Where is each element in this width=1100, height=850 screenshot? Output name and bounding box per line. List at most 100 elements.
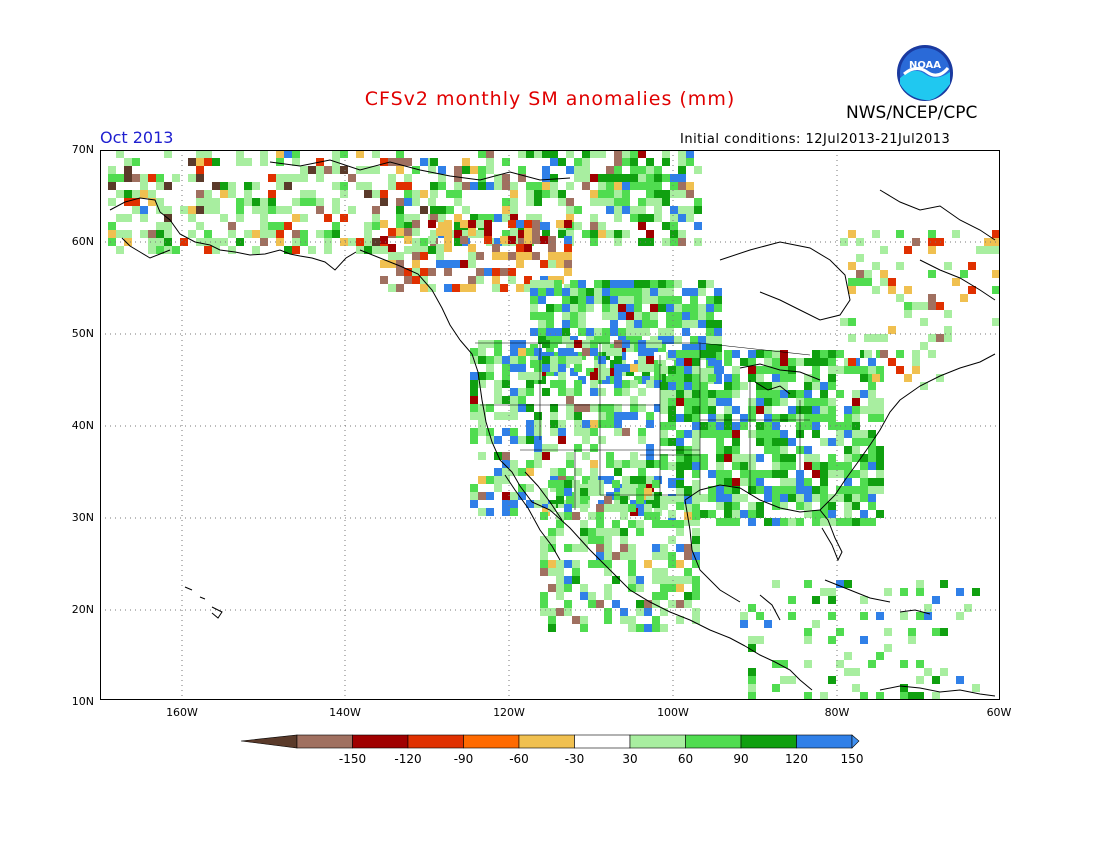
anomaly-cell <box>404 236 412 244</box>
anomaly-cell <box>454 182 462 190</box>
anomaly-cell <box>586 288 594 296</box>
anomaly-cell <box>638 174 646 182</box>
anomaly-cell <box>622 198 630 206</box>
anomaly-cell <box>836 628 844 636</box>
anomaly-cell <box>646 182 654 190</box>
anomaly-cell <box>660 406 668 414</box>
anomaly-cell <box>542 222 550 230</box>
anomaly-cell <box>936 374 944 382</box>
anomaly-cell <box>612 520 620 528</box>
anomaly-cell <box>658 304 666 312</box>
anomaly-cell <box>420 206 428 214</box>
anomaly-cell <box>602 328 610 336</box>
anomaly-cell <box>920 318 928 326</box>
anomaly-cell <box>844 494 852 502</box>
anomaly-cell <box>606 452 614 460</box>
anomaly-cell <box>476 252 484 260</box>
anomaly-cell <box>540 488 548 496</box>
anomaly-cell <box>844 446 852 454</box>
anomaly-cell <box>582 166 590 174</box>
anomaly-cell <box>300 166 308 174</box>
anomaly-cell <box>188 206 196 214</box>
anomaly-cell <box>148 198 156 206</box>
anomaly-cell <box>510 190 518 198</box>
anomaly-cell <box>904 286 912 294</box>
anomaly-cell <box>590 420 598 428</box>
anomaly-cell <box>692 528 700 536</box>
anomaly-cell <box>684 350 692 358</box>
anomaly-cell <box>484 220 492 228</box>
anomaly-cell <box>478 230 486 238</box>
colorbar-tick-label: 150 <box>840 752 864 766</box>
anomaly-cell <box>984 246 992 254</box>
anomaly-cell <box>502 468 510 476</box>
anomaly-cell <box>764 358 772 366</box>
anomaly-cell <box>724 414 732 422</box>
anomaly-cell <box>668 600 676 608</box>
anomaly-cell <box>420 284 428 292</box>
anomaly-cell <box>502 508 510 516</box>
anomaly-cell <box>438 222 446 230</box>
anomaly-cell <box>180 238 188 246</box>
anomaly-cell <box>454 230 462 238</box>
anomaly-cell <box>836 366 844 374</box>
anomaly-cell <box>748 510 756 518</box>
anomaly-cell <box>478 492 486 500</box>
anomaly-cell <box>864 278 872 286</box>
anomaly-cell <box>396 228 404 236</box>
anomaly-cell <box>502 206 510 214</box>
anomaly-cell <box>676 350 684 358</box>
anomaly-cell <box>554 280 562 288</box>
anomaly-cell <box>566 206 574 214</box>
anomaly-cell <box>872 286 880 294</box>
anomaly-cell <box>748 366 756 374</box>
anomaly-cell <box>492 252 500 260</box>
anomaly-cell <box>540 260 548 268</box>
anomaly-cell <box>428 166 436 174</box>
anomaly-cell <box>684 568 692 576</box>
anomaly-cell <box>526 388 534 396</box>
anomaly-cell <box>652 616 660 624</box>
anomaly-cell <box>804 494 812 502</box>
anomaly-cell <box>556 568 564 576</box>
anomaly-cell <box>140 214 148 222</box>
anomaly-cell <box>172 174 180 182</box>
anomaly-cell <box>638 182 646 190</box>
anomaly-cell <box>590 388 598 396</box>
anomaly-cell <box>630 396 638 404</box>
anomaly-cell <box>692 358 700 366</box>
anomaly-cell <box>220 238 228 246</box>
anomaly-cell <box>788 596 796 604</box>
anomaly-cell <box>604 616 612 624</box>
anomaly-cell <box>732 494 740 502</box>
anomaly-cell <box>430 230 438 238</box>
anomaly-cell <box>940 668 948 676</box>
anomaly-cell <box>540 552 548 560</box>
anomaly-cell <box>606 198 614 206</box>
anomaly-cell <box>510 500 518 508</box>
anomaly-cell <box>684 374 692 382</box>
anomaly-cell <box>556 560 564 568</box>
anomaly-cell <box>420 190 428 198</box>
anomaly-cell <box>590 214 598 222</box>
anomaly-cell <box>622 150 630 158</box>
anomaly-cell <box>470 348 478 356</box>
anomaly-cell <box>558 158 566 166</box>
anomaly-cell <box>618 328 626 336</box>
anomaly-cell <box>928 334 936 342</box>
anomaly-cell <box>636 488 644 496</box>
anomaly-cell <box>470 214 478 222</box>
anomaly-cell <box>812 406 820 414</box>
anomaly-cell <box>372 246 380 254</box>
anomaly-cell <box>690 288 698 296</box>
anomaly-cell <box>748 462 756 470</box>
anomaly-cell <box>676 488 684 496</box>
anomaly-cell <box>840 318 848 326</box>
anomaly-cell <box>396 182 404 190</box>
anomaly-cell <box>486 404 494 412</box>
anomaly-cell <box>566 460 574 468</box>
colorbar-tick-label: -120 <box>394 752 422 766</box>
anomaly-cell <box>868 478 876 486</box>
anomaly-cell <box>252 246 260 254</box>
latitude-tick-label: 10N <box>71 695 94 708</box>
